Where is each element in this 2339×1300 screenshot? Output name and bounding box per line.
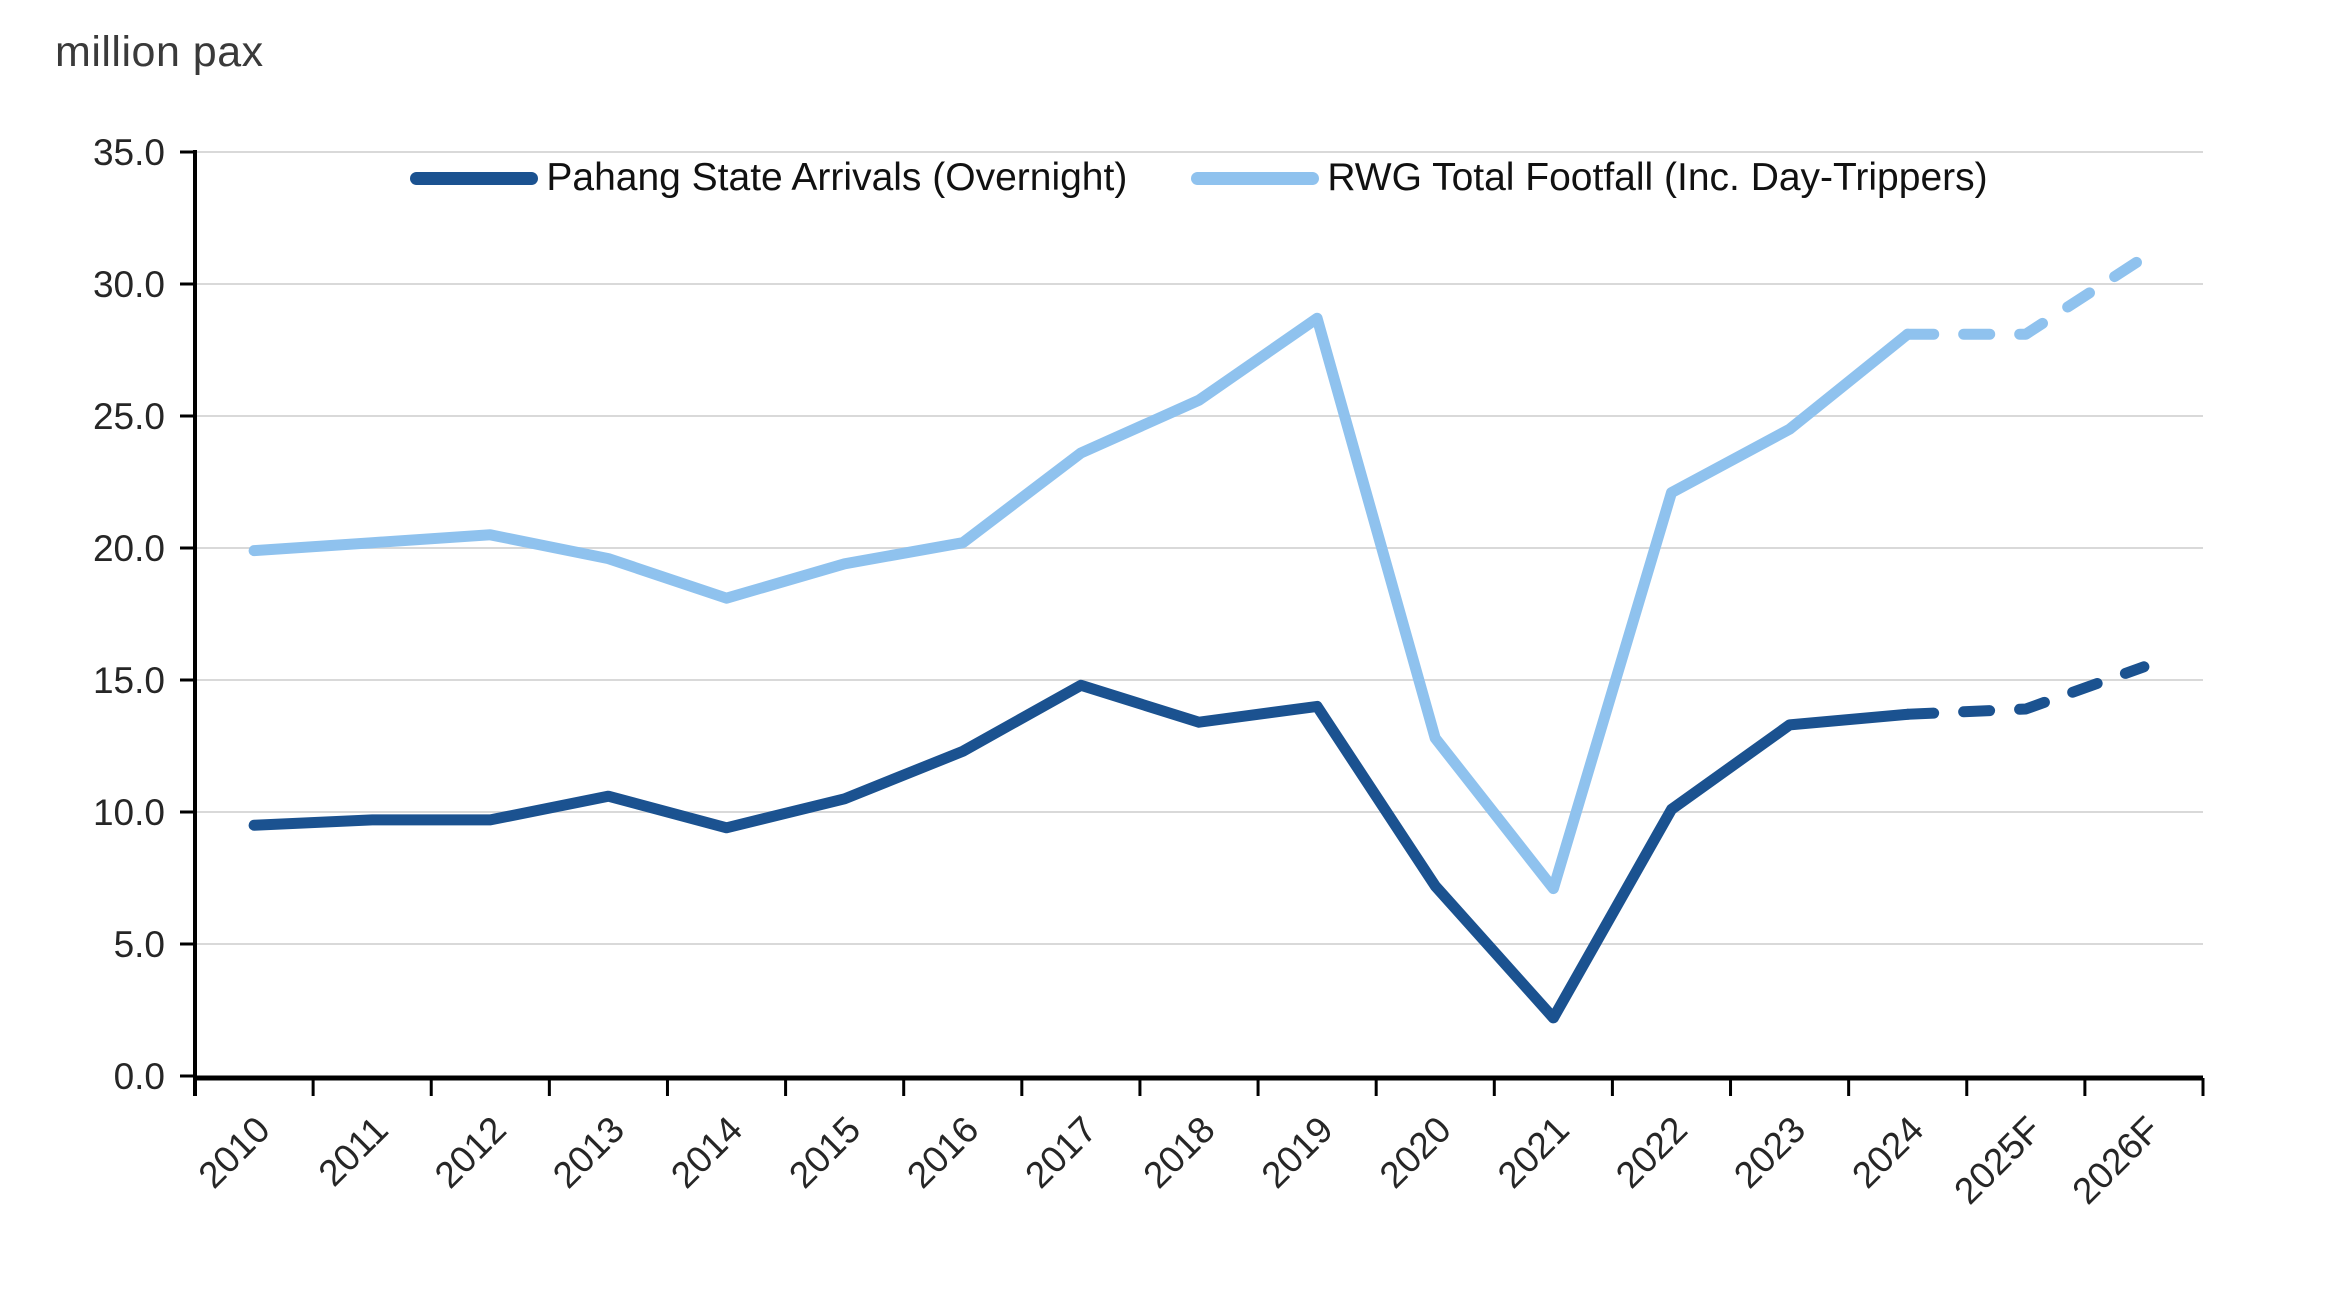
series-line-solid-pahang [248,679,1914,1024]
x-axis-label: 2018 [1135,1109,1222,1196]
x-axis-label: 2012 [427,1109,514,1196]
x-axis-label: 2021 [1490,1109,1577,1196]
y-axis-label: 10.0 [93,792,165,833]
x-axis-label: 2013 [545,1109,632,1196]
series-line-solid-rwg [248,312,1914,895]
y-axis-label: 25.0 [93,396,165,437]
x-axis-label: 2026F [2064,1109,2167,1212]
x-axis-label: 2023 [1726,1109,1813,1196]
x-axis-label: 2015 [781,1109,868,1196]
x-axis-label: 2010 [191,1109,278,1196]
y-axis-label: 5.0 [114,924,165,965]
y-axis-label: 20.0 [93,528,165,569]
x-axis-label: 2025F [1946,1109,2049,1212]
y-axis-label: 35.0 [93,132,165,173]
x-axis-label: 2017 [1017,1109,1104,1196]
series-line-forecast-pahang [1902,661,2150,720]
y-axis-label: 15.0 [93,660,165,701]
x-axis-label: 2024 [1844,1109,1931,1196]
x-axis-label: 2011 [311,1109,396,1194]
x-axis-label: 2019 [1254,1109,1341,1196]
x-axis-label: 2022 [1608,1109,1695,1196]
series-line-forecast-rwg [1902,252,2150,340]
axis-unit-label: million pax [55,28,264,76]
x-axis-label: 2014 [663,1109,750,1196]
x-axis-label: 2020 [1372,1109,1459,1196]
x-axis-label: 2016 [899,1109,986,1196]
y-axis-label: 0.0 [114,1056,165,1097]
y-axis-label: 30.0 [93,264,165,305]
